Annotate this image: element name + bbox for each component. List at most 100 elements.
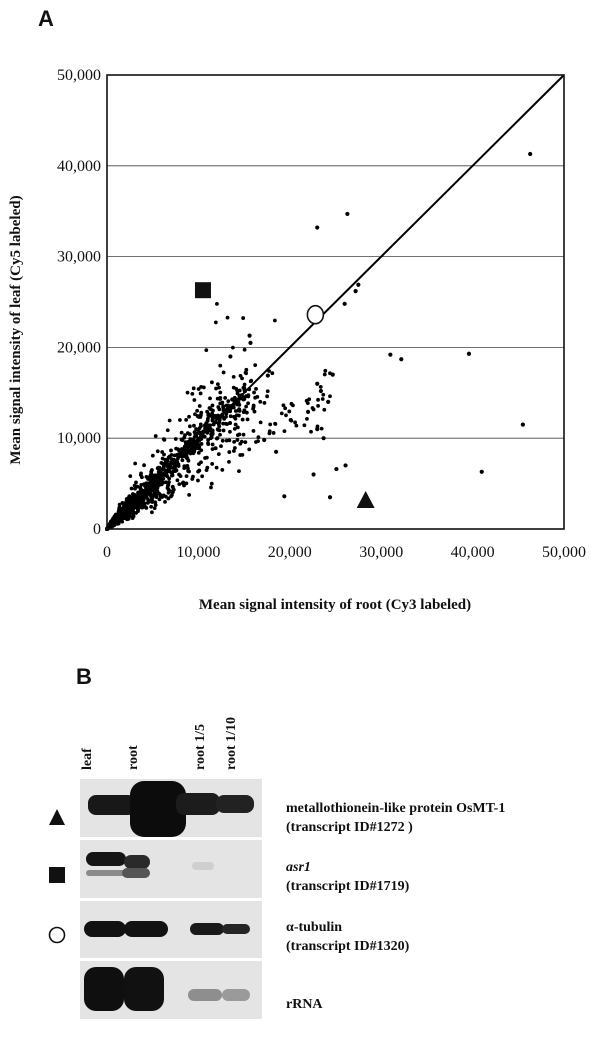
data-point (241, 316, 246, 320)
data-point (321, 392, 326, 397)
data-point (182, 483, 186, 488)
data-point (218, 363, 223, 368)
data-point (243, 440, 248, 445)
data-point (173, 437, 178, 441)
data-point (206, 413, 211, 418)
x-axis-title: Mean signal intensity of root (Cy3 label… (199, 597, 471, 613)
data-point (157, 497, 162, 502)
data-point (139, 498, 144, 502)
data-point (235, 425, 240, 430)
data-point (254, 386, 258, 391)
scatter-chart: 0 10,000 20,000 30,000 40,000 50,000 0 10,000 2… (8, 67, 586, 613)
blot-label-alpha-tubulin: α-tubulin (transcript ID#1320) (286, 918, 409, 956)
data-point (150, 476, 155, 481)
y-tick-label: 20,000 (57, 339, 101, 356)
data-point (167, 418, 172, 423)
gene-name: metallothionein-like protein OsMT-1 (286, 801, 506, 816)
data-point (248, 340, 253, 345)
data-point (345, 211, 350, 217)
data-point (149, 469, 154, 474)
data-point (163, 499, 167, 504)
data-point (171, 487, 176, 492)
data-point (134, 480, 138, 485)
data-point (320, 397, 325, 401)
data-point (176, 464, 181, 468)
data-point (167, 480, 171, 485)
data-point (144, 506, 149, 510)
data-point (188, 424, 192, 429)
lane-label-root: root (126, 745, 141, 770)
triangle-icon (49, 809, 65, 825)
data-point (146, 477, 150, 481)
data-point (224, 411, 229, 416)
data-point (129, 486, 134, 491)
data-point (192, 423, 196, 428)
y-tick-label: 0 (93, 521, 101, 538)
data-point (197, 462, 201, 467)
data-point (330, 372, 335, 377)
lane-label-root-1-5: root 1/5 (193, 723, 208, 770)
data-point (198, 391, 203, 396)
data-point (164, 494, 168, 499)
data-point (323, 368, 328, 373)
data-point (270, 371, 275, 376)
data-point (187, 469, 191, 474)
data-point (215, 301, 219, 306)
reference-line-layer (106, 74, 565, 530)
data-point (180, 458, 185, 463)
x-tick-label: 40,000 (451, 544, 495, 561)
panel-b-label: B (76, 664, 92, 689)
data-point (235, 433, 240, 438)
x-tick-labels: 0 10,000 20,000 30,000 40,000 50,000 (103, 544, 586, 561)
data-point (247, 447, 252, 452)
data-point (210, 429, 215, 434)
data-point (217, 385, 221, 390)
data-point (124, 499, 129, 504)
data-point (137, 501, 142, 506)
data-point (282, 429, 287, 434)
data-point (166, 483, 170, 488)
data-point (204, 468, 209, 473)
data-point (191, 386, 196, 391)
data-point (195, 427, 200, 432)
grid-lines (107, 165, 564, 439)
data-point (232, 446, 237, 450)
data-point (262, 401, 267, 405)
data-point (213, 446, 218, 451)
data-point (228, 414, 233, 419)
data-point (184, 474, 189, 479)
circle-marker (306, 304, 325, 325)
data-point (342, 301, 347, 306)
y-tick-labels: 0 10,000 20,000 30,000 40,000 50,000 (57, 67, 101, 538)
data-point (150, 453, 155, 458)
data-point (231, 449, 236, 453)
data-point (193, 412, 197, 417)
data-point (170, 473, 175, 478)
data-point (240, 417, 245, 422)
data-point (123, 515, 128, 520)
lane-label-root-1-10: root 1/10 (224, 716, 239, 770)
data-point (228, 421, 232, 425)
data-point (194, 431, 199, 436)
data-point (139, 471, 143, 476)
data-point (221, 428, 226, 433)
data-point (185, 451, 189, 456)
data-point (204, 348, 209, 353)
data-point (223, 396, 228, 400)
data-point (237, 388, 242, 393)
data-point (281, 403, 286, 408)
data-point (284, 413, 288, 418)
y-tick-label: 50,000 (57, 67, 101, 84)
data-point (226, 399, 231, 404)
highlight-markers (194, 282, 375, 508)
data-point (240, 453, 245, 457)
data-point (158, 478, 163, 483)
data-point (273, 449, 279, 454)
data-point (153, 486, 158, 491)
data-point (322, 372, 327, 377)
data-point (130, 507, 135, 512)
square-icon (49, 867, 65, 883)
data-point (192, 398, 197, 402)
data-point (327, 495, 333, 500)
data-point (220, 438, 225, 443)
